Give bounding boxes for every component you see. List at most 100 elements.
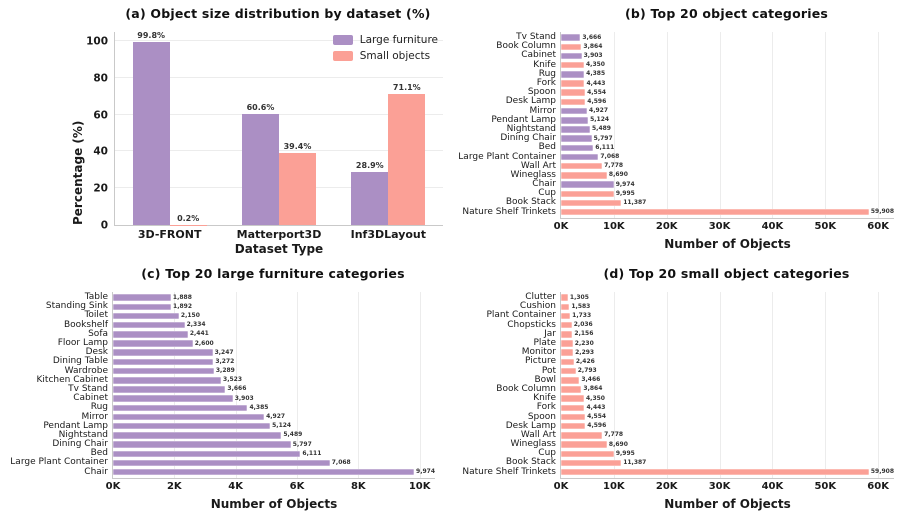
category-label: Wardrobe [64,365,108,376]
bar [113,422,271,430]
bar-row: Chair 9,974 [84,467,435,476]
x-tick-label: 10K [603,481,625,492]
bar [113,331,188,338]
bar-rows: Tv Stand 3,666 Book Column 3,864 Cabinet 3,90… [458,33,894,217]
gridline [719,292,721,478]
value-label: 2,334 [186,321,206,329]
bar-row: Rug 4,385 [91,403,435,412]
value-label: 5,489 [283,431,303,439]
bar-rows: Table 1,888 Standing Sink 1,892 Toilet 2,150 B… [10,293,435,477]
value-label: 0.2% [177,213,200,223]
bar [561,89,586,96]
bar [561,153,599,161]
gridline [878,292,880,478]
category-label: Desk Lamp [505,96,556,107]
panel-c-plot: Table 1,888 Standing Sink 1,892 Toilet 2,150 B… [10,292,435,510]
bar-row: Cushion 1,583 [520,302,894,311]
bar: 60.6% [241,103,279,225]
category-label: Kitchen Cabinet [36,374,108,385]
value-label: 11,387 [623,458,647,466]
x-tick-label: 10K [603,221,625,232]
value-label: 4,385 [249,403,269,411]
category-label: Wineglass [510,169,556,180]
gridline [419,292,421,478]
x-axis-ticks: 0K 2K 4K 6K 8K 10K [106,478,435,492]
bar [113,459,330,467]
value-label: 8,690 [608,440,628,448]
y-tick-label: 80 [93,72,108,85]
bar-group: 28.9% 71.1% [334,32,443,225]
y-tick-label: 100 [86,35,108,48]
x-tick-label: 60K [867,481,889,492]
value-label: 3,903 [583,51,603,59]
value-label: 5,124 [590,116,610,124]
bar [561,80,585,87]
value-label: 9,995 [615,449,635,457]
value-label: 3,666 [227,385,247,393]
bar [113,294,171,301]
bar [561,98,586,106]
value-label: 7,778 [604,431,624,439]
bar [113,349,213,356]
bar-row: Desk Lamp 4,596 [506,97,894,106]
category-label: Plant Container [486,310,556,321]
category-label: Nightstand [506,123,556,134]
gridline [772,292,774,478]
bar [561,199,622,207]
bar [561,71,585,78]
value-label: 6,111 [595,143,615,151]
category-label: Toilet [84,310,108,321]
x-tick-label: 10K [408,481,431,492]
bar-group: 60.6% 39.4% [224,32,333,225]
bar [561,358,574,366]
value-label: 4,443 [586,79,606,87]
category-label: Bed [538,142,556,153]
bar [113,441,291,448]
bar-row: Nightstand 5,489 [59,430,435,439]
bar [561,107,588,115]
gridline [235,292,237,478]
category-label: Clutter [525,292,556,303]
category-label: Bookshelf [64,319,108,330]
category-label: Book Stack [505,197,556,208]
bar [561,61,584,69]
bar-rows: Clutter 1,305 Cushion 1,583 Plant Container 1… [462,293,894,477]
bar-row: Large Plant Container 7,068 [10,458,435,467]
category-label: Knife [533,59,556,70]
bar-row: Toilet 2,150 [84,311,435,320]
bar [561,162,603,170]
value-label: 9,974 [416,468,435,476]
value-label: 1,733 [572,311,592,319]
bar [561,367,576,375]
x-tick-label: 30K [708,221,731,232]
value-label: 1,888 [172,293,192,301]
bar-row: Cup 9,995 [538,449,894,458]
panel-d-title: (d) Top 20 small object categories [603,266,850,281]
value-label: 3,466 [581,376,601,384]
value-label: 4,350 [585,61,605,69]
value-label: 4,927 [589,107,609,115]
bar [561,386,582,393]
gridline [115,150,443,152]
bar-row: Bookshelf 2,334 [64,320,435,329]
bar [113,468,415,476]
x-category-label: Matterport3D [236,228,322,241]
gridline [115,40,443,42]
bar-row: Wall Art 7,778 [521,430,894,439]
gridline [772,32,774,218]
value-label: 9,974 [615,180,635,188]
value-label: 1,583 [571,302,591,310]
bar-row: Clutter 1,305 [525,293,894,302]
value-label: 60.6% [246,102,275,112]
value-label: 6,111 [302,449,322,457]
value-label: 4,443 [586,403,606,411]
bar-row: Bed 6,111 [539,143,894,152]
bar-row: Dining Table 3,272 [53,357,435,366]
category-label: Fork [536,78,556,89]
x-tick-label: 0K [553,221,569,232]
x-tick-label: 20K [655,481,678,492]
bar [113,321,185,329]
bar-groups: 99.8% 0.2% 60.6% 39.4% 28.9% 71.1% [115,31,443,225]
x-category-labels: 3D-FRONT Matterport3D Inf3DLayout [115,229,443,240]
category-label: Dining Chair [52,439,108,450]
